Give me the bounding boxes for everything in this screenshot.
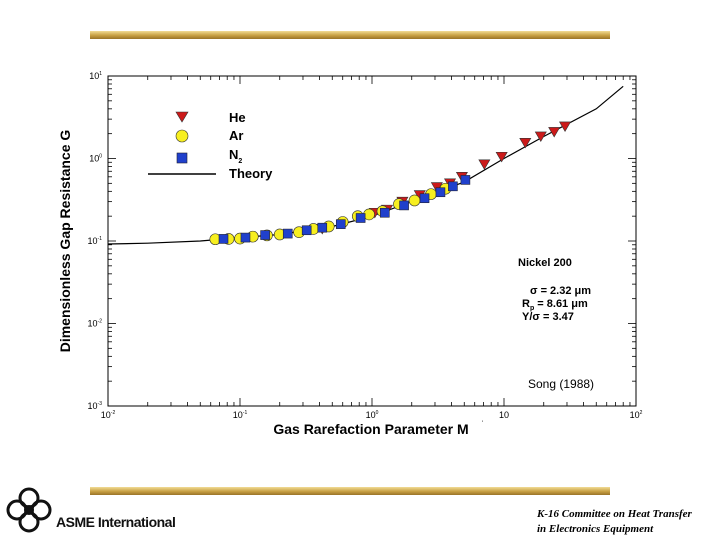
legend-theory-label: Theory — [229, 166, 273, 181]
he-data-point — [478, 159, 491, 170]
x-tick-label: 102 — [630, 410, 643, 420]
material-annotation: Nickel 200 σ = 2.32 μm Rp = 8.61 μm Y/σ … — [518, 257, 591, 323]
x-tick-label: 100 — [366, 410, 379, 420]
n2-data-point — [435, 187, 446, 198]
material-name: Nickel 200 — [518, 257, 572, 269]
committee-line-1: K-16 Committee on Heat Transfer — [537, 508, 692, 520]
n2-data-point — [317, 222, 328, 233]
y-axis-title: Dimensionless Gap Resistance G — [57, 130, 73, 353]
committee-name: K-16 Committee on Heat Transfer in Elect… — [537, 507, 692, 537]
n2-data-point — [282, 228, 293, 239]
y-tick-label: 10-1 — [88, 236, 103, 246]
n2-data-point — [240, 232, 251, 243]
n2-data-point — [399, 200, 409, 211]
x-axis-title: Gas Rarefaction Parameter M — [273, 421, 468, 437]
sigma-value: σ = 2.32 μm — [530, 285, 591, 297]
legend-n2-marker — [176, 152, 188, 164]
n2-data-point — [301, 225, 312, 236]
legend-he-label: He — [229, 110, 246, 125]
bottom-decorative-bar — [90, 487, 610, 495]
n2-data-point — [448, 181, 458, 192]
axis-ticks — [107, 76, 636, 407]
theory-curve — [107, 85, 624, 245]
he-data-point — [548, 127, 561, 138]
legend-he-marker — [175, 111, 189, 123]
n2-data-point — [218, 234, 229, 244]
ar-data-point — [408, 194, 421, 207]
he-data-point — [430, 182, 443, 193]
organization-name: ASME International — [56, 514, 176, 530]
top-decorative-bar — [90, 31, 610, 39]
n2-data-point — [260, 230, 270, 240]
y-tick-label: 10-3 — [88, 401, 103, 411]
rp-value: Rp = 8.61 μm — [522, 298, 588, 312]
asme-logo-icon — [6, 487, 52, 533]
n2-data-point — [355, 213, 366, 223]
x-tick-label: 10-2 — [101, 410, 116, 420]
y-tick-label: 10-2 — [88, 319, 103, 329]
he-data-point — [519, 137, 532, 149]
data-points-layer — [209, 121, 572, 246]
legend-n2-label: N2 — [229, 147, 242, 165]
legend: He Ar N2 Theory — [148, 110, 273, 181]
committee-line-2: in Electronics Equipment — [537, 523, 654, 535]
legend-ar-label: Ar — [229, 128, 243, 143]
x-tick-label: 10 — [499, 410, 509, 420]
n2-data-point — [335, 219, 346, 229]
n2-data-point — [419, 193, 430, 204]
n2-data-point — [379, 207, 390, 218]
he-data-point — [534, 131, 547, 143]
y-tick-label: 101 — [89, 71, 102, 81]
y-sigma-ratio: Y/σ = 3.47 — [522, 311, 574, 323]
x-tick-label: 10-1 — [233, 410, 248, 420]
y-tick-label: 100 — [89, 154, 102, 164]
legend-ar-marker — [175, 129, 189, 143]
n2-data-point — [460, 175, 471, 185]
he-data-point — [495, 151, 508, 163]
he-data-point — [559, 121, 572, 132]
theory-curve-layer — [107, 85, 624, 245]
x-axis-title-superscript: ' — [482, 421, 483, 427]
source-citation: Song (1988) — [528, 377, 594, 391]
